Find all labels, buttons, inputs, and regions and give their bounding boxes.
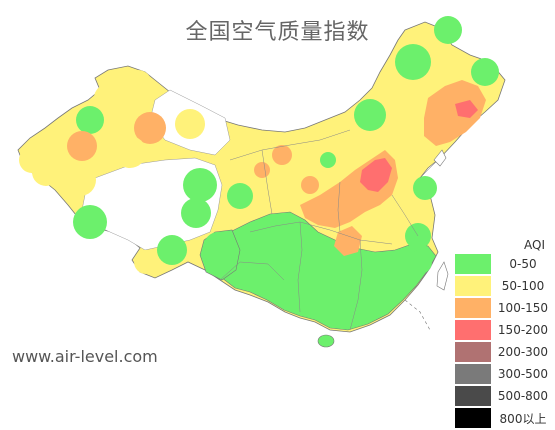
legend-label: 0-50 bbox=[509, 257, 537, 271]
legend-item: 50-100 bbox=[455, 276, 555, 296]
legend-item: 200-300 bbox=[455, 342, 555, 362]
aqi-legend: AQI 0-50 50-100 100-150 150-200 200-300 … bbox=[455, 236, 555, 430]
legend-item: 150-200 bbox=[455, 320, 555, 340]
legend-swatch bbox=[455, 254, 491, 274]
legend-swatch bbox=[455, 386, 491, 406]
legend-item: 800以上 bbox=[455, 408, 555, 428]
legend-label: 200-300 bbox=[497, 345, 549, 359]
station-blob bbox=[395, 44, 431, 80]
legend-swatch bbox=[455, 342, 491, 362]
legend-swatch bbox=[455, 298, 491, 318]
station-blob bbox=[434, 16, 462, 44]
station-blob bbox=[272, 145, 292, 165]
station-blob bbox=[301, 176, 319, 194]
legend-swatch bbox=[455, 276, 491, 296]
legend-swatch bbox=[455, 408, 491, 428]
legend-label: 50-100 bbox=[501, 279, 545, 293]
legend-item: 300-500 bbox=[455, 364, 555, 384]
north-china-red bbox=[360, 158, 392, 192]
station-blob bbox=[204, 232, 232, 260]
northeast-orange bbox=[424, 80, 486, 146]
station-blob bbox=[134, 250, 158, 274]
station-blob bbox=[183, 168, 217, 202]
station-blob bbox=[67, 131, 97, 161]
station-blob bbox=[73, 205, 107, 239]
station-blob bbox=[76, 106, 104, 134]
station-blob bbox=[64, 164, 96, 196]
station-markers bbox=[19, 16, 499, 274]
station-blob bbox=[175, 109, 205, 139]
station-blob bbox=[94, 84, 122, 112]
station-blob bbox=[32, 158, 60, 186]
hainan-island bbox=[317, 334, 335, 348]
taiwan-island bbox=[436, 261, 449, 291]
legend-swatch bbox=[455, 320, 491, 340]
legend-label: 800以上 bbox=[499, 411, 547, 426]
legend-label: 150-200 bbox=[497, 323, 549, 337]
legend-label: 300-500 bbox=[497, 367, 549, 381]
northeast-red bbox=[455, 100, 478, 118]
legend-label: 100-150 bbox=[497, 301, 549, 315]
coastline-dash bbox=[404, 299, 431, 331]
aqi-map bbox=[17, 16, 506, 348]
liaodong-peninsula-outline bbox=[433, 149, 447, 167]
station-blob bbox=[320, 152, 336, 168]
website-label: www.air-level.com bbox=[12, 347, 158, 366]
south-region-good bbox=[221, 211, 437, 331]
station-blob bbox=[114, 136, 146, 168]
station-blob bbox=[408, 250, 432, 274]
legend-item: 100-150 bbox=[455, 298, 555, 318]
station-blob bbox=[157, 235, 187, 265]
station-blob bbox=[354, 99, 386, 131]
legend-swatch bbox=[455, 364, 491, 384]
station-blob bbox=[254, 162, 270, 178]
station-blob bbox=[471, 58, 499, 86]
legend-title: AQI bbox=[524, 238, 545, 252]
legend-label: 500-800 bbox=[497, 389, 549, 403]
station-blob bbox=[413, 176, 437, 200]
legend-item: 500-800 bbox=[455, 386, 555, 406]
station-blob bbox=[124, 70, 152, 98]
station-blob bbox=[181, 198, 211, 228]
station-blob bbox=[227, 183, 253, 209]
legend-item: 0-50 bbox=[455, 254, 555, 274]
map-title: 全国空气质量指数 bbox=[185, 20, 370, 45]
station-blob bbox=[134, 112, 166, 144]
